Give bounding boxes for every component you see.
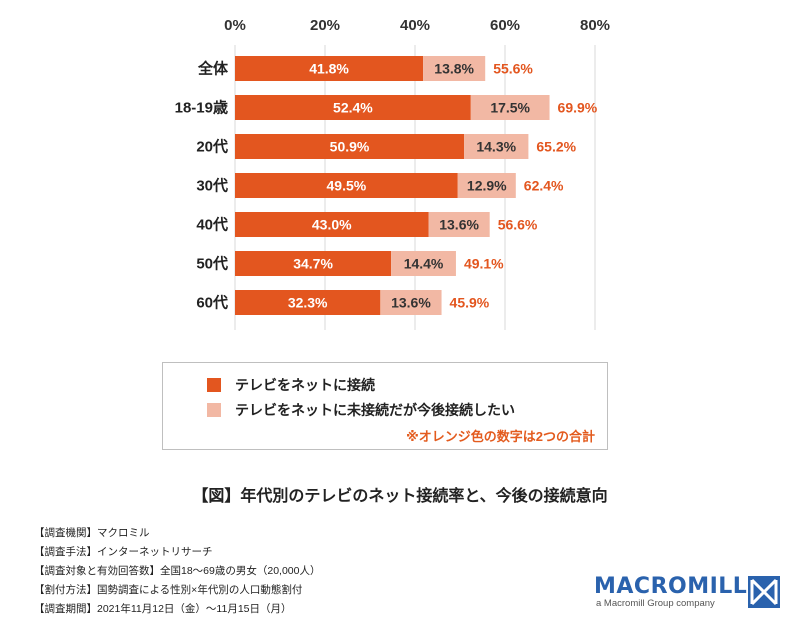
logo-tagline: a Macromill Group company xyxy=(596,598,715,609)
data-label-intend: 12.9% xyxy=(467,178,507,194)
legend-item-intend: テレビをネットに未接続だが今後接続したい xyxy=(207,400,515,420)
data-label-intend: 13.6% xyxy=(391,295,431,311)
bar-connected xyxy=(235,173,458,198)
category-label: 18-19歳 xyxy=(175,99,228,117)
meta-target: 【調査対象と有効回答数】全国18～69歳の男女（20,000人） xyxy=(34,565,321,577)
category-label: 60代 xyxy=(196,294,228,312)
bar-connected xyxy=(235,134,465,159)
data-label-connected: 41.8% xyxy=(309,61,349,77)
data-label-intend: 17.5% xyxy=(490,100,530,116)
bar-intend xyxy=(470,95,550,120)
bar-connected xyxy=(235,251,392,276)
data-label-connected: 49.5% xyxy=(327,178,367,194)
data-label-connected: 50.9% xyxy=(330,139,370,155)
category-label: 40代 xyxy=(196,216,228,234)
data-label-connected: 52.4% xyxy=(333,100,373,116)
data-label-total: 55.6% xyxy=(493,61,533,77)
legend-label-connected: テレビをネットに接続 xyxy=(235,377,375,393)
x-tick-label: 60% xyxy=(490,17,520,34)
legend-note: ※オレンジ色の数字は2つの合計 xyxy=(406,429,595,444)
macromill-logo: MACROMILL a Macromill Group company xyxy=(594,574,784,620)
legend-item-connected: テレビをネットに接続 xyxy=(207,375,375,395)
meta-method: 【調査手法】インターネットリサーチ xyxy=(34,546,213,558)
logo-mark-icon xyxy=(748,576,780,608)
bar-intend xyxy=(423,56,486,81)
meta-period: 【調査期間】2021年11月12日（金）～11月15日（月） xyxy=(34,603,292,615)
survey-metadata: 【調査機関】マクロミル 【調査手法】インターネットリサーチ 【調査対象と有効回答… xyxy=(34,524,320,619)
logo-wordmark: MACROMILL xyxy=(594,574,748,599)
figure-caption: 【図】年代別のテレビのネット接続率と、今後の接続意向 xyxy=(192,488,608,505)
data-label-total: 56.6% xyxy=(498,217,538,233)
legend-swatch-intend xyxy=(207,403,221,417)
bar-connected xyxy=(235,56,424,81)
bar-intend xyxy=(380,290,442,315)
x-tick-label: 0% xyxy=(224,17,246,34)
data-label-intend: 13.6% xyxy=(439,217,479,233)
legend-swatch-connected xyxy=(207,378,221,392)
data-label-connected: 43.0% xyxy=(312,217,352,233)
meta-organization: 【調査機関】マクロミル xyxy=(34,527,150,539)
legend: テレビをネットに接続 テレビをネットに未接続だが今後接続したい ※オレンジ色の数… xyxy=(162,362,608,450)
data-label-intend: 14.4% xyxy=(404,256,444,272)
bar-connected xyxy=(235,95,471,120)
data-label-total: 65.2% xyxy=(536,139,576,155)
x-tick-label: 40% xyxy=(400,17,430,34)
data-label-total: 62.4% xyxy=(524,178,564,194)
data-label-connected: 34.7% xyxy=(293,256,333,272)
bar-connected xyxy=(235,212,429,237)
legend-label-intend: テレビをネットに未接続だが今後接続したい xyxy=(235,402,515,418)
category-label: 全体 xyxy=(197,60,229,78)
category-label: 30代 xyxy=(196,177,228,195)
data-label-connected: 32.3% xyxy=(288,295,328,311)
x-tick-label: 20% xyxy=(310,17,340,34)
bar-intend xyxy=(464,134,529,159)
meta-allocation: 【割付方法】国勢調査による性別×年代別の人口動態割付 xyxy=(34,584,303,596)
bar-connected xyxy=(235,290,381,315)
x-tick-label: 80% xyxy=(580,17,610,34)
data-label-total: 69.9% xyxy=(558,100,598,116)
data-label-total: 49.1% xyxy=(464,256,504,272)
category-label: 20代 xyxy=(196,138,228,156)
bar-intend xyxy=(428,212,490,237)
bar-intend xyxy=(391,251,456,276)
data-label-intend: 14.3% xyxy=(476,139,516,155)
stacked-bar-chart: 0% 20% 40% 60% 80% 全体 41.8% 13.8% 55.6% 18-19歳 52.… xyxy=(175,17,610,330)
bar-intend xyxy=(457,173,516,198)
data-label-intend: 13.8% xyxy=(434,61,474,77)
category-label: 50代 xyxy=(196,255,228,273)
data-label-total: 45.9% xyxy=(450,295,490,311)
